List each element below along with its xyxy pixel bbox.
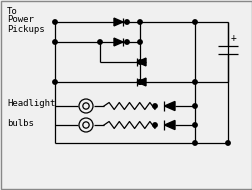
- Text: bulbs: bulbs: [7, 120, 34, 128]
- Circle shape: [137, 80, 142, 84]
- Text: +: +: [230, 33, 236, 43]
- Circle shape: [152, 123, 156, 127]
- Circle shape: [192, 104, 196, 108]
- Polygon shape: [164, 101, 174, 111]
- Text: To: To: [7, 6, 18, 16]
- Circle shape: [225, 141, 229, 145]
- Circle shape: [53, 20, 57, 24]
- Text: Headlight: Headlight: [7, 100, 55, 108]
- Polygon shape: [137, 78, 145, 86]
- Circle shape: [137, 80, 142, 84]
- Circle shape: [124, 40, 129, 44]
- Circle shape: [53, 40, 57, 44]
- Circle shape: [124, 20, 129, 24]
- Circle shape: [192, 20, 196, 24]
- Text: Pickups: Pickups: [7, 25, 44, 33]
- Circle shape: [192, 123, 196, 127]
- Polygon shape: [137, 58, 145, 66]
- Circle shape: [137, 20, 142, 24]
- Circle shape: [53, 80, 57, 84]
- Polygon shape: [164, 120, 174, 130]
- Polygon shape: [114, 18, 122, 26]
- Circle shape: [192, 80, 196, 84]
- Circle shape: [98, 40, 102, 44]
- Circle shape: [137, 40, 142, 44]
- Polygon shape: [114, 38, 122, 46]
- Circle shape: [152, 104, 156, 108]
- Text: Power: Power: [7, 16, 34, 25]
- Circle shape: [137, 60, 142, 64]
- Circle shape: [192, 141, 196, 145]
